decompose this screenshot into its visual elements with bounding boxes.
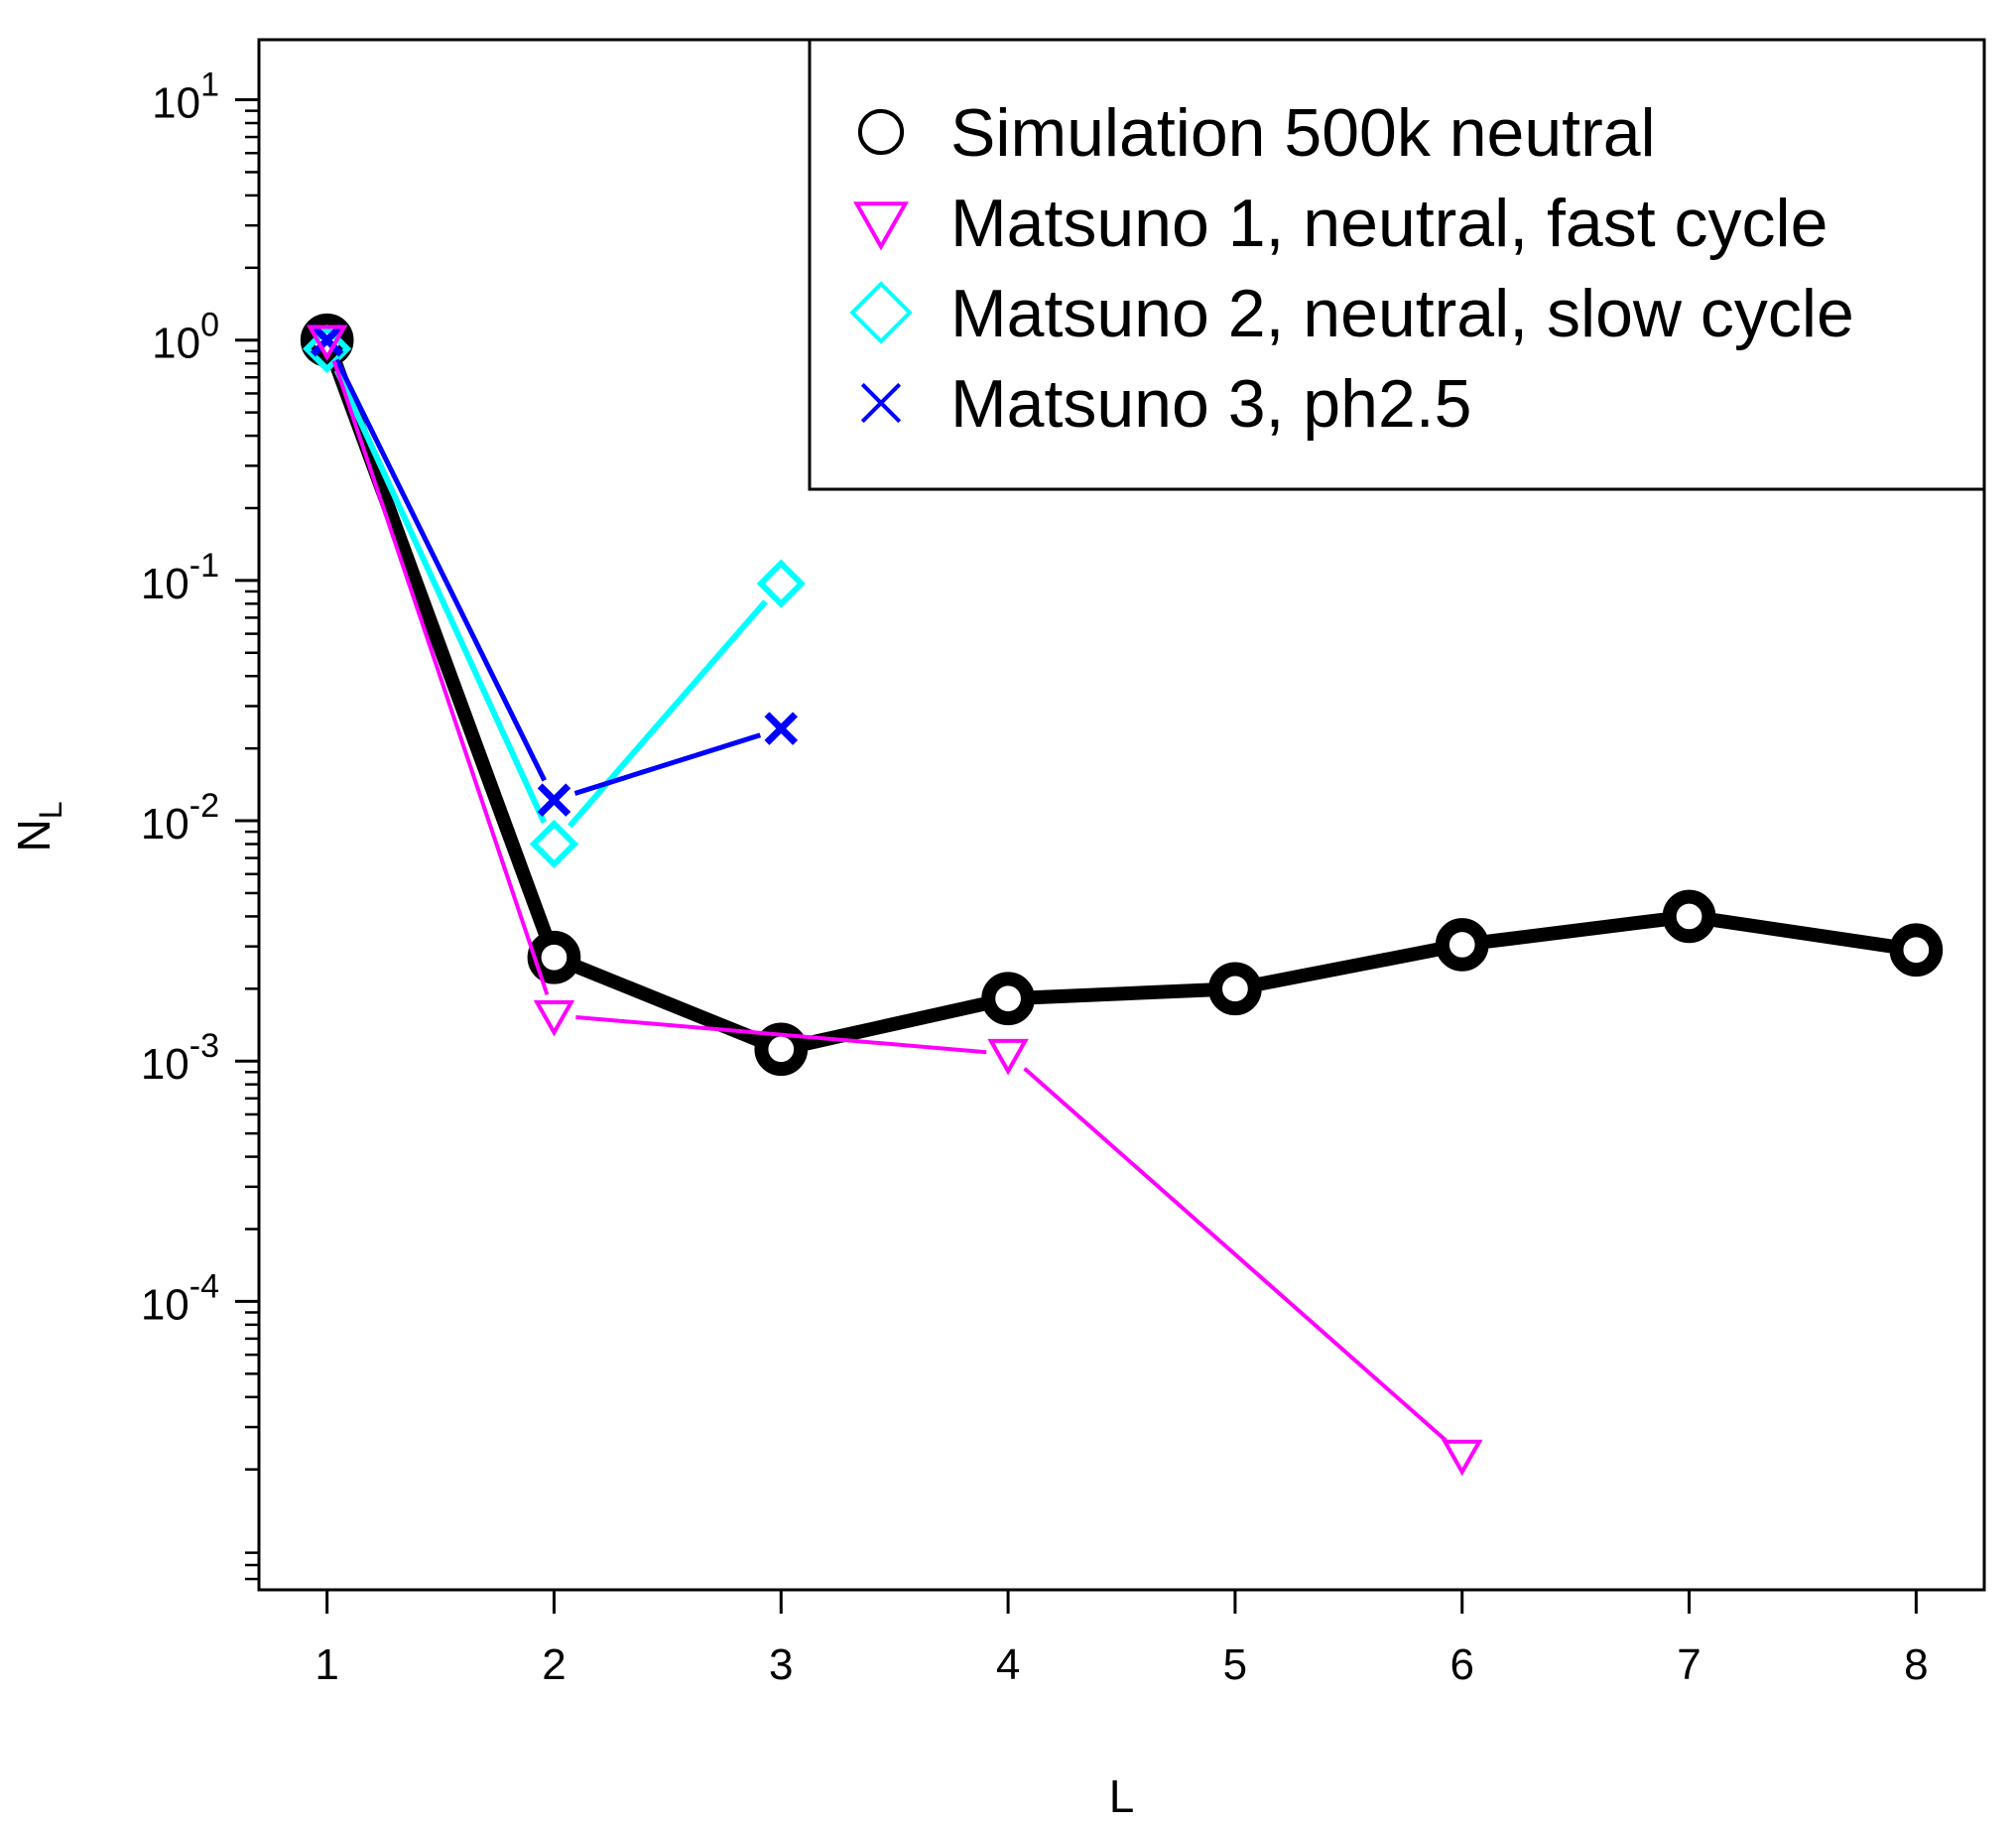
legend-box (808, 38, 1986, 491)
legend-label: Matsuno 3, ph2.5 (950, 366, 1471, 442)
series-line-segment (575, 1015, 987, 1055)
x-tick-label: 4 (996, 1640, 1020, 1689)
x-tick-label: 5 (1223, 1640, 1247, 1689)
data-point (981, 972, 1035, 1026)
data-point (537, 783, 571, 817)
series-line-segment (333, 369, 548, 824)
y-tick-label-exponent: -2 (189, 787, 219, 825)
data-point (849, 281, 913, 344)
x-tick-label: 3 (769, 1640, 793, 1689)
y-tick-label-exponent: 1 (200, 66, 219, 104)
data-point (754, 1022, 809, 1077)
series-line-segment (334, 358, 547, 782)
y-axis-title-subscript: L (33, 801, 68, 819)
data-point (533, 999, 575, 1037)
series-line-segment (567, 599, 768, 829)
y-tick-label-base: 10 (152, 320, 200, 368)
y-tick-label-base: 10 (141, 560, 189, 608)
data-point (1435, 918, 1489, 972)
y-tick-label: 101 (152, 66, 219, 128)
data-point (764, 712, 799, 745)
y-tick-label-exponent: -4 (189, 1267, 219, 1305)
series-line-segment (1713, 913, 1892, 954)
x-tick-label: 2 (542, 1640, 566, 1689)
series-line-segment (1486, 912, 1665, 949)
x-tick-label: 1 (315, 1640, 338, 1689)
y-tick-label-base: 10 (141, 1280, 189, 1329)
series-line-segment (329, 361, 553, 936)
series-line-segment (573, 732, 762, 796)
series-line-segment (574, 961, 760, 1047)
series-line-segment (805, 997, 985, 1051)
data-point (310, 323, 344, 357)
data-point (303, 324, 352, 374)
y-tick-label: 10-3 (141, 1027, 219, 1089)
series-line-segment (1259, 943, 1439, 991)
y-tick-label: 10-1 (141, 547, 219, 608)
series-3 (310, 323, 799, 817)
data-point (1442, 1439, 1483, 1477)
x-axis: 1 2 3 4 5 6 7 8 (315, 1588, 1929, 1689)
y-tick-label-base: 10 (141, 800, 189, 848)
data-point (756, 559, 806, 608)
y-tick-label-exponent: 0 (200, 307, 219, 344)
data-point (853, 201, 909, 251)
legend-label: Matsuno 1, neutral, fast cycle (950, 186, 1827, 261)
data-point (306, 325, 348, 362)
data-point (860, 382, 902, 424)
series-layer (300, 313, 1944, 1477)
data-point (529, 819, 579, 869)
x-tick-label: 7 (1677, 1640, 1701, 1689)
x-axis-title: L (1109, 1770, 1135, 1822)
y-tick-label: 10-2 (141, 787, 219, 848)
data-point (1208, 962, 1262, 1016)
y-tick-label: 100 (152, 307, 219, 368)
legend-label: Matsuno 2, neutral, slow cycle (950, 276, 1854, 351)
data-point (1662, 889, 1716, 944)
y-tick-label-exponent: -3 (189, 1027, 219, 1065)
series-1 (306, 325, 1483, 1477)
legend: Simulation 500k neutral Matsuno 1, neutra… (808, 38, 1986, 491)
y-tick-label-base: 10 (152, 79, 200, 128)
series-2 (303, 324, 806, 869)
x-tick-label: 6 (1449, 1640, 1473, 1689)
data-point (857, 108, 905, 156)
series-line-segment (331, 359, 550, 995)
series-line-segment (1023, 1067, 1448, 1442)
x-tick-label: 8 (1904, 1640, 1928, 1689)
data-point (1889, 923, 1944, 978)
y-tick-label: 10-4 (141, 1267, 219, 1329)
y-axis-title: NL (8, 801, 68, 851)
y-tick-label-base: 10 (141, 1040, 189, 1089)
series-line-segment (1033, 982, 1210, 1005)
data-point (987, 1038, 1029, 1076)
y-tick-label-exponent: -1 (189, 547, 219, 585)
legend-label: Simulation 500k neutral (950, 95, 1656, 171)
y-axis-title-main: N (8, 819, 60, 851)
